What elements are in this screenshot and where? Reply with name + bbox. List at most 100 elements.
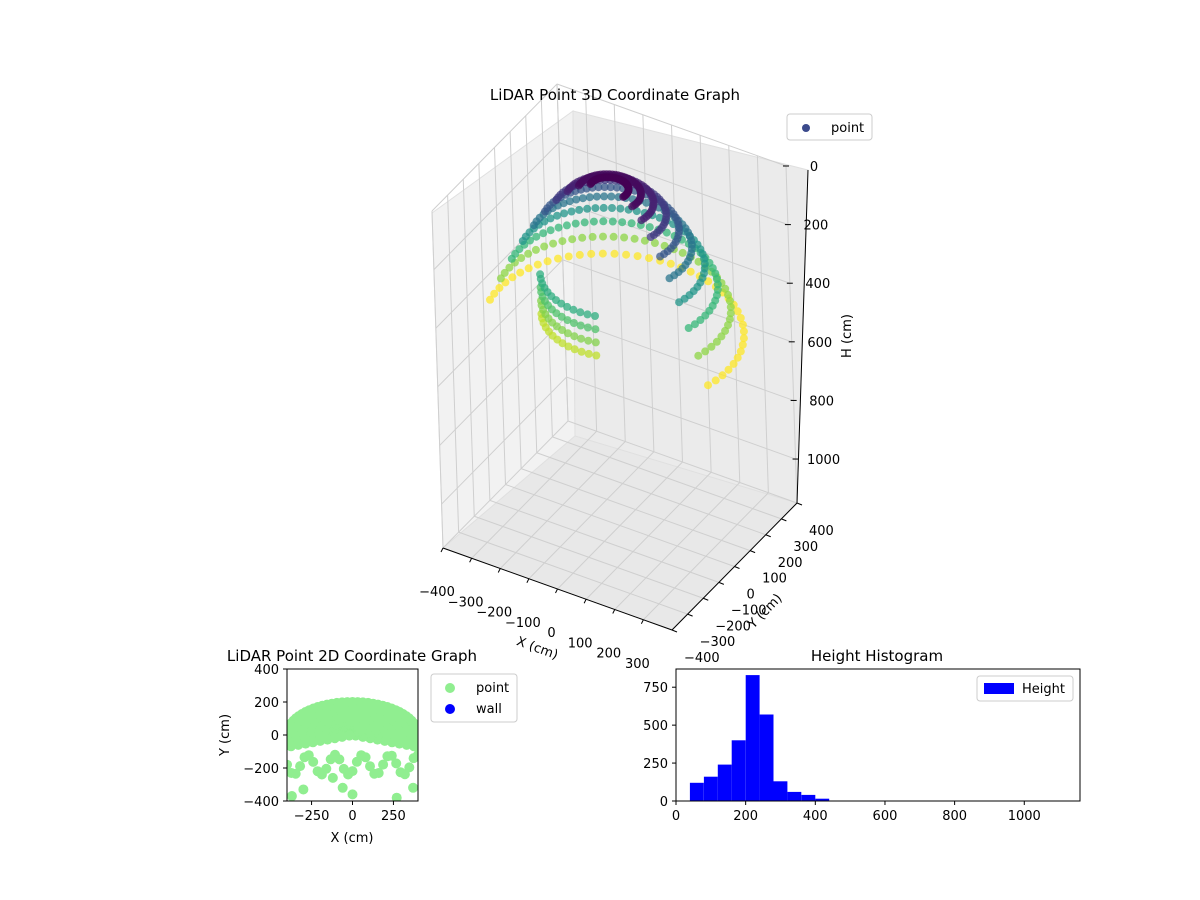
point-3d [592,351,601,360]
x-tick-label-3d: −400 [419,585,455,600]
x-tick-3d [555,588,558,594]
point-3d [733,353,742,362]
point-3d [563,316,572,325]
point-3d [726,303,735,312]
x-tick-3d [469,558,473,563]
point-2d [347,789,358,800]
point-3d [568,235,577,244]
point-3d [618,218,627,227]
point-3d [645,223,654,232]
y-tick-label-3d: 0 [747,588,755,603]
point-3d [575,250,584,259]
x-tick-label-3d: 200 [596,647,621,662]
legend-2d-marker-wall [445,704,455,714]
point-3d [564,252,573,261]
point-3d [576,308,585,317]
x-tick-3d [440,547,444,553]
x-tick-label-hist: 200 [733,809,758,824]
point-3d [567,207,576,216]
grid-line-3d [671,124,683,463]
point-3d [569,319,578,327]
legend-hist: Height [976,675,1074,702]
point-2d [386,750,397,761]
point-2d [321,763,332,774]
x-tick-label-2d: 0 [348,809,356,824]
x-tick-label-hist: 400 [803,809,828,824]
point-3d [517,254,526,262]
legend-hist-label: Height [1022,682,1065,697]
point-3d [610,249,619,258]
point-3d [606,183,615,192]
x-tick-label-3d: 100 [568,636,593,651]
legend-hist-frame [976,675,1074,702]
grid-line-3d [756,155,769,493]
x-tick-label-3d: 300 [625,657,650,672]
point-3d [558,339,567,348]
point-3d [650,239,659,247]
point-2d [290,768,301,779]
point-3d [584,336,593,345]
z-tick-label-3d: 600 [807,336,832,351]
point-3d [599,232,607,241]
z-tick-label-3d: 1000 [807,453,840,468]
point-3d [577,347,586,356]
y-tick-3d [687,613,693,617]
grid-line-3d [566,376,796,460]
point-3d [570,332,579,341]
point-3d [540,242,549,251]
x-tick-label-2d: −250 [294,809,330,824]
y-tick-label-3d: −400 [684,651,720,666]
point-3d [578,233,587,242]
grid-line-3d [458,531,688,615]
point-2d [308,756,319,767]
point-3d [505,263,514,272]
legend-2d-label-wall: wall [476,702,502,717]
grid-line-3d [478,163,491,501]
point-3d [574,181,583,190]
y-tick-3d [718,581,725,585]
point-3d [583,323,592,332]
point-2d [413,749,418,760]
point-3d [584,349,593,358]
grid-line-3d [439,318,566,446]
hist-bar [815,798,830,801]
y-tick-label-2d: 0 [271,729,279,744]
grid-line-3d [613,104,626,442]
point-2d [373,768,384,778]
point-3d [490,289,499,298]
point-3d [607,192,616,201]
point-3d [717,332,726,341]
point-3d [712,337,721,346]
x-tick-3d [612,609,616,614]
point-3d [736,314,745,322]
grid-line-3d [505,484,735,567]
grid-line-3d [462,179,475,517]
y-tick-label-hist: 500 [643,719,668,734]
point-3d [508,273,517,282]
point-2d [391,792,402,801]
grid-line-3d [556,83,569,422]
x-tick-label-hist: 600 [873,809,898,824]
legend-2d-marker-point [445,683,455,693]
point-3d [495,283,504,292]
y-tick-3d [781,518,787,522]
point-3d [701,347,710,356]
point-2d [298,784,309,795]
point-3d [524,264,533,273]
point-3d [533,260,542,269]
point-3d [600,192,609,201]
point-3d [562,221,571,230]
point-3d [529,221,538,230]
point-3d [588,232,597,241]
point-3d [541,207,549,216]
y-tick-3d [765,534,771,538]
point-3d [594,183,603,192]
pane-3d-right [572,110,809,504]
legend-3d: point [786,113,873,141]
y-tick-label-3d: 300 [793,540,818,555]
point-2d [287,759,292,770]
legend-2d: point wall [430,673,518,723]
z-tick-label-3d: 0 [810,160,818,175]
point-3d [600,183,609,191]
